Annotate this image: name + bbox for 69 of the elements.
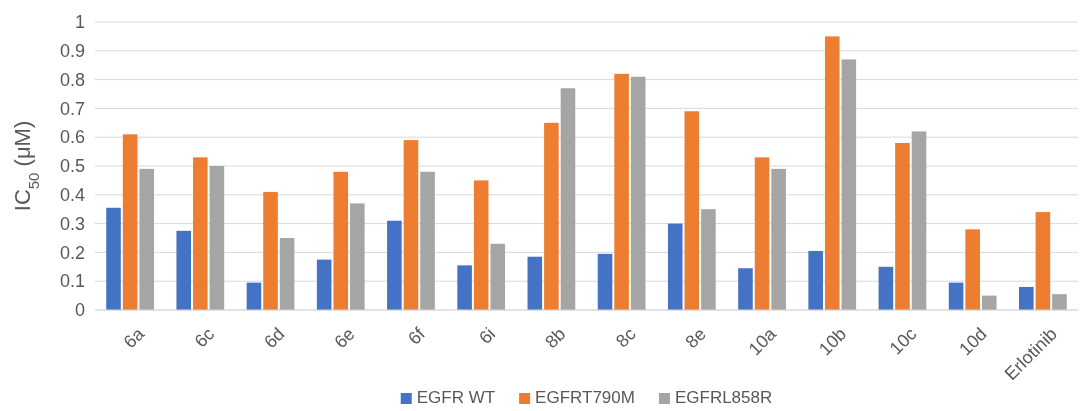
x-tick-label: 6i (475, 323, 500, 348)
y-tick-label: 0.6 (59, 127, 85, 148)
bar (841, 59, 857, 310)
bar (701, 209, 716, 310)
bar (1019, 286, 1034, 310)
y-tick-label: 0.2 (59, 242, 85, 263)
x-tick-label: 10a (744, 323, 781, 360)
bar (209, 166, 225, 310)
bar (106, 207, 121, 310)
x-tick-label: 10c (885, 323, 921, 359)
y-tick-label: 0.5 (59, 156, 85, 177)
bar (420, 171, 435, 310)
bar (544, 122, 559, 310)
bar (965, 229, 980, 310)
bar (176, 230, 192, 310)
x-tick-label: 8e (681, 323, 710, 353)
x-tick-label: 6c (190, 323, 219, 352)
x-tick-label: 10b (814, 323, 851, 360)
bar (948, 282, 964, 310)
y-tick-label: 0.4 (59, 185, 85, 206)
bar (1052, 294, 1067, 310)
legend-label: EGFRT790M (535, 388, 635, 407)
x-tick-label: 8b (541, 323, 570, 353)
bar (193, 157, 208, 310)
bar (246, 282, 262, 310)
bar (333, 171, 349, 310)
y-tick-label: 0.3 (59, 213, 85, 234)
bar (403, 140, 419, 310)
bar (895, 142, 910, 310)
x-tick-label: 6a (119, 323, 149, 353)
bar (316, 259, 332, 310)
bar (981, 295, 997, 310)
legend-label: EGFRL858R (674, 388, 773, 407)
bar (597, 253, 613, 310)
y-tick-label: 0 (74, 300, 85, 321)
y-tick-label: 1 (74, 12, 85, 33)
bar (560, 88, 576, 310)
bar (457, 265, 472, 310)
bar (122, 134, 138, 310)
y-tick-label: 0.1 (59, 271, 85, 292)
bar (878, 266, 894, 310)
bar (139, 168, 154, 310)
bar (771, 168, 786, 310)
bar (263, 191, 278, 310)
bar (684, 111, 700, 310)
bar (490, 243, 506, 310)
bar (527, 256, 543, 310)
bar (667, 223, 683, 310)
y-tick-label: 0.9 (59, 41, 85, 62)
bar (738, 268, 753, 310)
bar (387, 220, 402, 310)
x-tick-label: 10d (955, 323, 991, 360)
bar (824, 36, 840, 310)
y-tick-label: 0.7 (59, 98, 85, 119)
bar (473, 180, 489, 310)
bar (911, 131, 927, 310)
y-tick-label: 0.8 (59, 69, 85, 90)
bar (1035, 212, 1051, 310)
bar (279, 238, 295, 310)
x-tick-label: 6d (260, 323, 289, 353)
bar (630, 76, 646, 310)
bar (754, 157, 770, 310)
x-tick-label: 8c (612, 323, 640, 352)
x-tick-label: 6e (330, 323, 359, 353)
bar (614, 73, 629, 310)
x-tick-label: 6f (404, 323, 430, 349)
legend-label: EGFR WT (416, 388, 496, 407)
bar (808, 250, 823, 310)
bar (350, 203, 365, 310)
